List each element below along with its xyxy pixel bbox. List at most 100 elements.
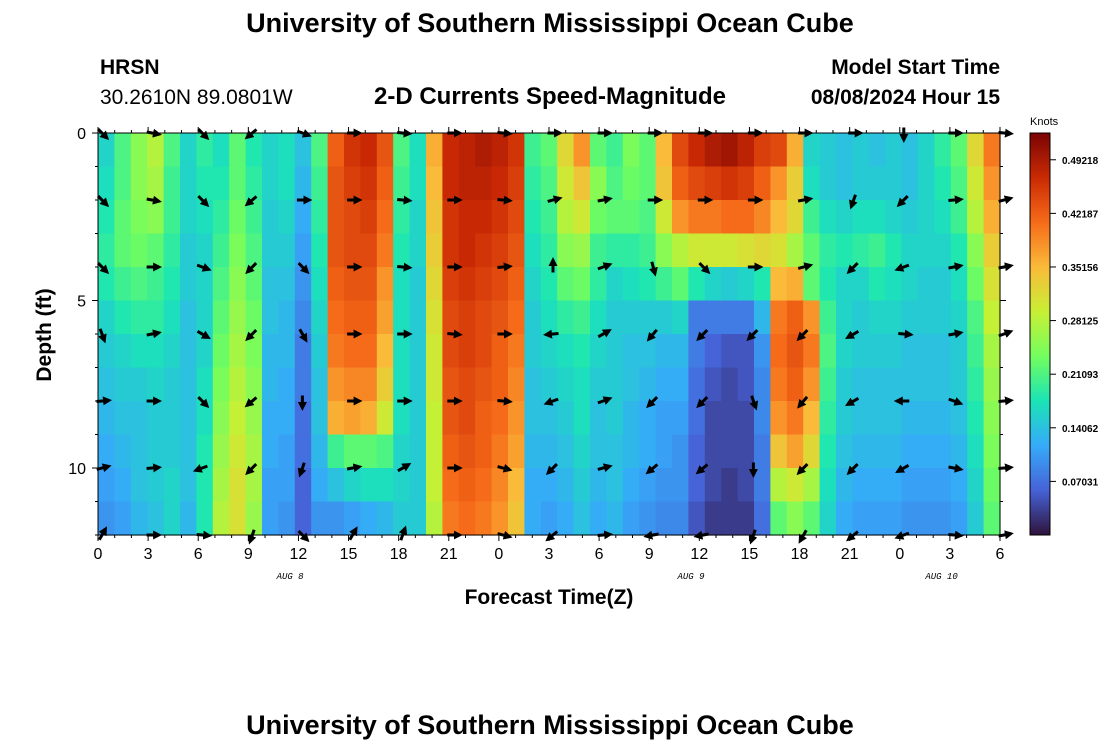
- y-axis: 0 5 10: [68, 126, 1006, 536]
- heatmap-cell: [606, 133, 624, 168]
- heatmap-cell: [721, 367, 739, 402]
- heatmap-cell: [130, 133, 148, 168]
- heatmap-cell: [737, 233, 755, 268]
- heatmap-cell: [278, 434, 296, 469]
- heatmap-cell: [458, 468, 476, 503]
- heatmap-cell: [327, 468, 345, 503]
- heatmap-cell: [737, 501, 755, 536]
- heatmap-cell: [803, 300, 821, 335]
- heatmap-cell: [786, 468, 804, 503]
- heatmap-cell: [885, 200, 903, 235]
- heatmap-cell: [147, 501, 165, 536]
- heatmap-cell: [475, 267, 493, 302]
- heatmap-cell: [983, 434, 1001, 469]
- heatmap-cell: [885, 300, 903, 335]
- heatmap-cell: [918, 434, 935, 469]
- chart-figure: 0 3 6 9 12 15 18 21 0 3 6 9 12 15 18 21 0 3 6 AUG 8 AUG 9 AUG…: [33, 116, 1099, 609]
- heatmap-cell: [114, 334, 132, 369]
- heatmap-cell: [819, 300, 837, 335]
- heatmap-cell: [983, 166, 1001, 201]
- heatmap-cell: [573, 300, 591, 335]
- heatmap-cell: [770, 401, 788, 436]
- current-vector-arrow: [796, 463, 809, 476]
- heatmap-cell: [983, 367, 1001, 402]
- current-vector-arrow: [197, 396, 210, 409]
- heatmap-cell: [262, 367, 279, 402]
- heatmap-cell: [376, 367, 394, 402]
- heatmap-cell: [836, 434, 853, 469]
- heatmap-cell: [852, 166, 870, 201]
- heatmap-cell: [688, 133, 706, 168]
- heatmap-cell: [393, 468, 411, 503]
- heatmap-cell: [721, 200, 739, 235]
- heatmap-cell: [885, 468, 903, 503]
- x-tick-label: 6: [194, 546, 203, 563]
- heatmap-cell: [393, 166, 411, 201]
- heatmap-cell: [393, 233, 411, 268]
- heatmap-cell: [688, 367, 706, 402]
- heatmap-cell: [852, 501, 870, 536]
- current-vector-arrow: [96, 463, 112, 473]
- heatmap-cell: [426, 133, 443, 168]
- heatmap-cell: [524, 401, 542, 436]
- heatmap-cell: [950, 300, 968, 335]
- heatmap-cell: [573, 401, 591, 436]
- heatmap-cell: [442, 300, 460, 335]
- heatmap-cell: [967, 501, 985, 536]
- heatmap-cell: [819, 233, 837, 268]
- heatmap-cell: [868, 334, 886, 369]
- heatmap-cell: [344, 267, 361, 302]
- heatmap-cell: [393, 300, 411, 335]
- heatmap-cell: [704, 200, 722, 235]
- heatmap-cell: [360, 300, 378, 335]
- heatmap-cell: [212, 267, 230, 302]
- heatmap-cell: [639, 166, 657, 201]
- heatmap-cell: [934, 401, 952, 436]
- heatmap-cell: [655, 300, 673, 335]
- heatmap-cell: [442, 334, 460, 369]
- heatmap-cell: [409, 233, 427, 268]
- heatmap-cell: [360, 133, 378, 168]
- heatmap-cell: [655, 166, 673, 201]
- current-vector-arrow: [497, 195, 513, 205]
- x-tick-label: 3: [545, 546, 554, 563]
- heatmap-cell: [704, 468, 722, 503]
- heatmap-cell: [294, 166, 312, 201]
- current-vector-arrow: [698, 262, 711, 275]
- current-vector-arrow: [695, 463, 709, 475]
- heatmap-cell: [786, 401, 804, 436]
- colorbar-tick-label: 0.35156: [1062, 263, 1099, 274]
- heatmap-cell: [885, 434, 903, 469]
- current-vector-arrow: [948, 530, 964, 540]
- current-vector-arrow: [543, 397, 559, 406]
- current-vector-arrow: [196, 330, 211, 340]
- current-vector-arrow: [846, 530, 859, 542]
- heatmap-cell: [721, 434, 739, 469]
- x-tick-label: 6: [595, 546, 604, 563]
- heatmap-cell: [212, 501, 230, 536]
- heatmap-cell: [196, 334, 214, 369]
- heatmap-cell: [360, 267, 378, 302]
- heatmap-cell: [508, 434, 525, 469]
- heatmap-cell: [147, 401, 165, 436]
- heatmap-cell: [557, 200, 575, 235]
- heatmap-cell: [524, 468, 542, 503]
- heatmap-cell: [458, 501, 476, 536]
- heatmap-cell: [262, 300, 279, 335]
- y-tick-label: 5: [77, 294, 86, 311]
- x-tick-label: 15: [741, 546, 759, 563]
- heatmap-cell: [704, 233, 722, 268]
- chart-title: University of Southern Mississippi Ocean…: [246, 8, 854, 38]
- current-vector-arrow: [497, 463, 513, 473]
- heatmap-cell: [409, 468, 427, 503]
- heatmap-cell: [114, 233, 132, 268]
- colorbar: Knots 0.49218 0.42187 0.35156 0.28125 0.2109…: [1029, 116, 1099, 536]
- heatmap-cell: [737, 267, 755, 302]
- x-tick-label: 3: [945, 546, 954, 563]
- heatmap-cell: [950, 267, 968, 302]
- heatmap-cell: [622, 200, 640, 235]
- heatmap-cell: [98, 200, 115, 235]
- heatmap-cell: [294, 468, 312, 503]
- heatmap-cell: [180, 367, 197, 402]
- heatmap-cell: [114, 401, 132, 436]
